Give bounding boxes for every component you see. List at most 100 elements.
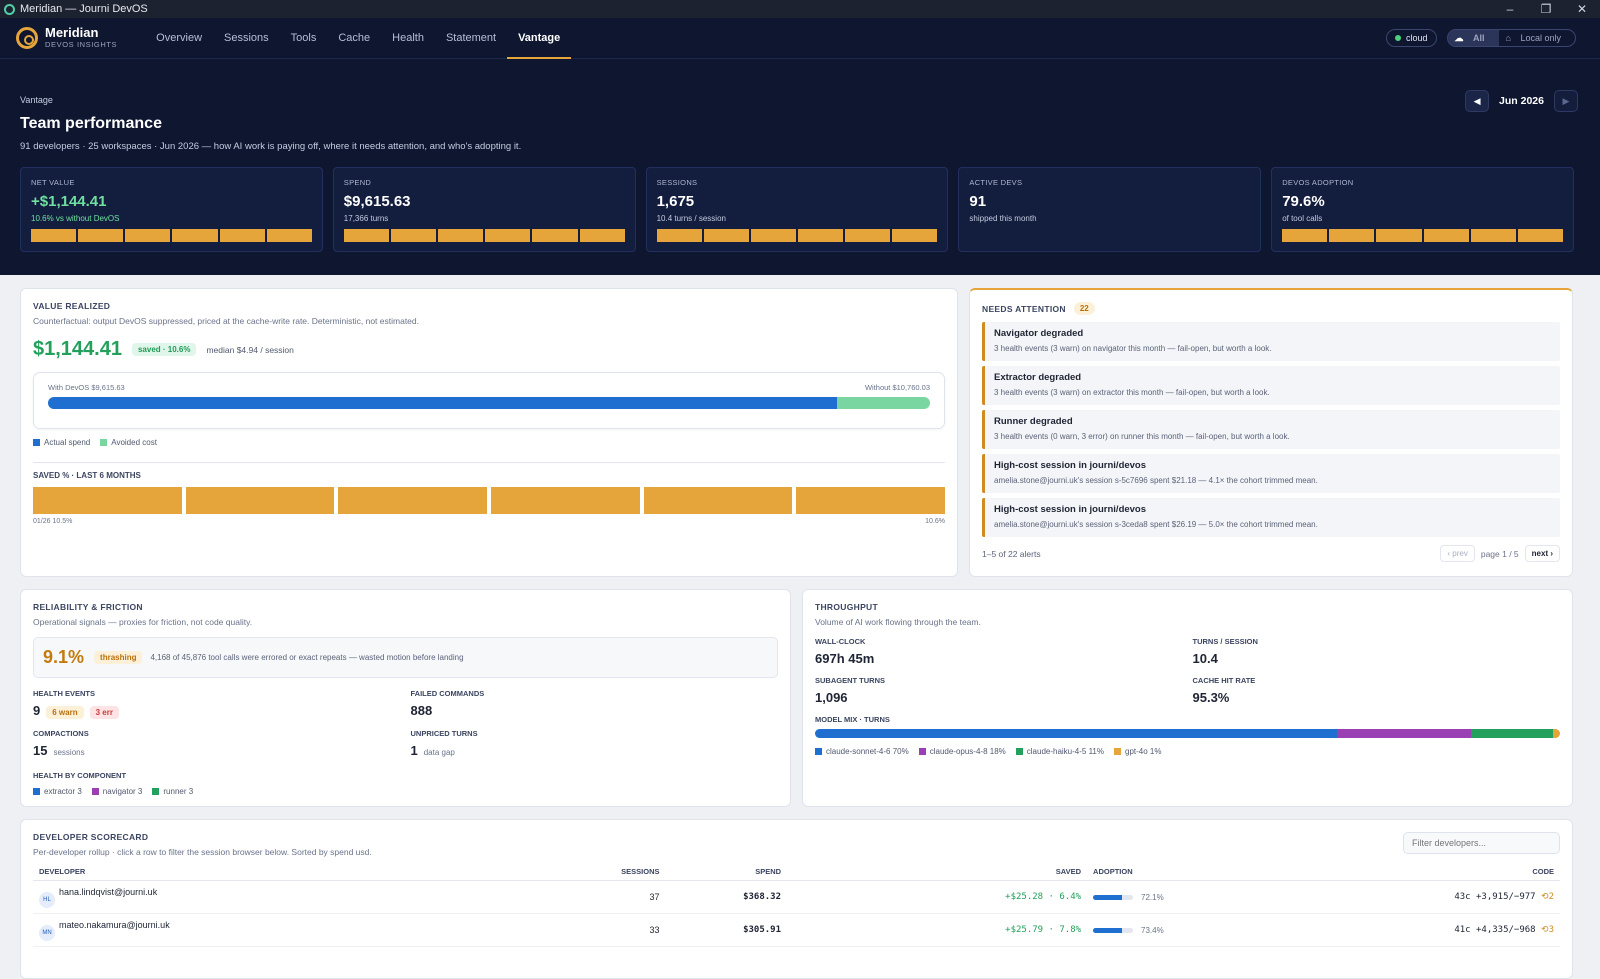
col-saved[interactable]: SAVED <box>787 863 1088 881</box>
kpi-sub: of tool calls <box>1282 214 1323 223</box>
tab-sessions[interactable]: Sessions <box>224 32 269 44</box>
spend-cell: $305.91 <box>665 913 788 947</box>
table-row[interactable]: HL hana.lindqvist@journi.uk 37 $368.32 +$… <box>33 880 1560 914</box>
kpi-value: 1,675 <box>656 193 695 210</box>
table-row[interactable]: MN mateo.nakamura@journi.uk 33 $305.91 +$… <box>33 913 1560 947</box>
saved-bar <box>796 487 946 514</box>
alert-detail: 3 health events (3 warn) on navigator th… <box>994 344 1272 353</box>
actual-spend-segment <box>48 397 837 409</box>
adoption-label: 72.1% <box>1141 893 1164 902</box>
kpi-label: DEVOS ADOPTION <box>1282 178 1354 187</box>
card-subtitle: Volume of AI work flowing through the te… <box>815 617 981 627</box>
alert-detail: amelia.stone@journi.uk's session s-5c769… <box>994 476 1318 485</box>
col-developer[interactable]: DEVELOPER <box>33 863 543 881</box>
developer-scorecard-card: DEVELOPER SCORECARD Per-developer rollup… <box>20 819 1573 979</box>
stat-label: CACHE HIT RATE <box>1192 676 1256 685</box>
alert-item[interactable]: Extractor degraded 3 health events (3 wa… <box>982 366 1560 405</box>
tab-health[interactable]: Health <box>392 32 424 44</box>
thrashing-summary: 9.1% thrashing 4,168 of 45,876 tool call… <box>33 637 778 678</box>
month-label: Jun 2026 <box>1499 95 1544 107</box>
stat-value: 10.4 <box>1192 651 1218 666</box>
tab-tools[interactable]: Tools <box>290 32 317 44</box>
adoption-bar-fill <box>1093 895 1122 901</box>
hero-section: Vantage Team performance 91 developers ·… <box>0 59 1600 275</box>
stat-value: 9 <box>33 703 41 718</box>
kpi-value: 91 <box>969 193 987 210</box>
next-page-button[interactable]: next › <box>1524 545 1560 562</box>
alert-title: High-cost session in journi/devos <box>994 460 1147 471</box>
thrashing-percent: 9.1% <box>43 647 85 667</box>
model-mix-segment <box>1552 729 1560 738</box>
kpi-value: +$1,144.41 <box>31 193 107 210</box>
prev-month-button[interactable]: ◀ <box>1465 90 1490 112</box>
model-mix-segment <box>1336 729 1471 738</box>
col-sessions[interactable]: SESSIONS <box>543 863 666 881</box>
alert-item[interactable]: Runner degraded 3 health events (0 warn,… <box>982 410 1560 449</box>
minimize-button[interactable]: – <box>1506 2 1514 16</box>
alert-title: Navigator degraded <box>994 328 1084 339</box>
next-month-button[interactable]: ▶ <box>1554 90 1578 112</box>
alert-item[interactable]: High-cost session in journi/devos amelia… <box>982 454 1560 493</box>
rework-count: 2 <box>1548 892 1554 902</box>
kpi-net-value: NET VALUE +$1,144.41 10.6% vs without De… <box>20 167 323 252</box>
alert-item[interactable]: Navigator degraded 3 health events (3 wa… <box>982 322 1560 361</box>
scope-all-button[interactable]: ☁ All <box>1447 30 1499 46</box>
needs-attention-card: NEEDS ATTENTION 22 Navigator degraded 3 … <box>969 288 1573 577</box>
model-mix-legend-item: claude-opus-4-8 18% <box>918 747 1006 756</box>
legend-actual-label: Actual spend <box>44 438 91 447</box>
wall-clock-stat: WALL-CLOCK 697h 45m <box>815 637 1183 676</box>
card-subtitle: Operational signals — proxies for fricti… <box>33 617 253 627</box>
avoided-cost-segment <box>836 397 930 409</box>
card-title: RELIABILITY & FRICTION <box>33 602 143 612</box>
scope-local-button[interactable]: ⌂ Local only <box>1499 30 1575 46</box>
saved-trend-title: SAVED % · LAST 6 MONTHS <box>33 462 945 480</box>
health-by-component-label: HEALTH BY COMPONENT <box>33 771 127 780</box>
adoption-label: 73.4% <box>1141 926 1164 935</box>
cloud-status-pill[interactable]: cloud <box>1385 29 1437 47</box>
alert-range: 1–5 of 22 alerts <box>982 548 1041 559</box>
model-mix-label: claude-opus-4-8 18% <box>929 747 1006 756</box>
close-button[interactable]: ✕ <box>1576 2 1588 16</box>
tab-statement[interactable]: Statement <box>445 32 497 44</box>
kpi-sessions: SESSIONS 1,675 10.4 turns / session <box>645 167 949 252</box>
rework-icon: ⟲3 <box>1541 925 1554 935</box>
card-title: THROUGHPUT <box>815 602 878 612</box>
scope-toggle: ☁ All ⌂ Local only <box>1446 29 1576 47</box>
stat-label: WALL-CLOCK <box>815 637 866 646</box>
thrashing-text: 4,168 of 45,876 tool calls were errored … <box>150 653 464 662</box>
filter-developers-input[interactable] <box>1403 832 1560 854</box>
top-nav: Meridian DEVOS INSIGHTS Overview Session… <box>0 18 1600 59</box>
col-code[interactable]: CODE <box>1288 863 1560 881</box>
tab-vantage[interactable]: Vantage <box>507 18 572 59</box>
col-spend[interactable]: SPEND <box>665 863 788 881</box>
warn-badge: 6 warn <box>46 706 84 719</box>
with-devos-label: With DevOS $9,615.63 <box>48 383 125 392</box>
scope-local-label: Local only <box>1520 33 1561 43</box>
prev-page-button[interactable]: ‹ prev <box>1440 545 1475 562</box>
tab-cache[interactable]: Cache <box>338 32 371 44</box>
meridian-logo-icon <box>16 27 38 49</box>
maximize-button[interactable]: ❐ <box>1540 2 1552 16</box>
component-label: extractor 3 <box>44 787 82 796</box>
model-mix-label: claude-haiku-4-5 11% <box>1026 747 1104 756</box>
component-label: runner 3 <box>163 787 194 796</box>
saved-trend-bars <box>33 487 946 514</box>
alert-detail: 3 health events (0 warn, 3 error) on run… <box>994 432 1290 441</box>
kpi-sparkline <box>343 229 625 242</box>
col-adoption[interactable]: ADOPTION <box>1087 863 1289 881</box>
alert-item[interactable]: High-cost session in journi/devos amelia… <box>982 498 1560 537</box>
stat-value: 95.3% <box>1192 690 1230 705</box>
without-devos-label: Without $10,760.03 <box>864 383 930 392</box>
tab-overview[interactable]: Overview <box>156 32 203 44</box>
stat-value: 1,096 <box>815 690 848 705</box>
window-titlebar: Meridian — Journi DevOS – ❐ ✕ <box>0 0 1600 18</box>
brand-logo[interactable]: Meridian DEVOS INSIGHTS <box>16 26 117 50</box>
legend-avoided: Avoided cost <box>100 438 157 447</box>
rework-count: 3 <box>1548 925 1554 935</box>
developer-email: mateo.nakamura@journi.uk <box>59 919 170 930</box>
legend-swatch-icon <box>152 788 160 795</box>
brand-name: Meridian <box>45 25 99 40</box>
alert-count-badge: 22 <box>1073 302 1095 315</box>
kpi-sparkline <box>31 229 312 242</box>
stat-value: 15 <box>33 743 48 758</box>
